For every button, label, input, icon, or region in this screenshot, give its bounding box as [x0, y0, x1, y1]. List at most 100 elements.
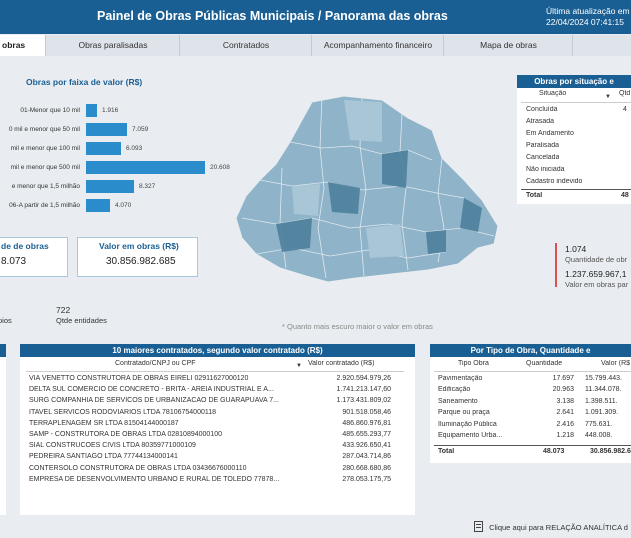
municipios-label: pios: [0, 316, 12, 325]
situacao-qtd-header[interactable]: Qtd: [619, 90, 631, 97]
tipo-obra-valor: 775.631.: [585, 420, 613, 428]
divider: [434, 445, 631, 446]
kpi-qtd-obras: de de obras 8.073: [0, 237, 68, 277]
contratado-value: 2.920.594.979,26: [336, 375, 392, 382]
tab-bar: obras Obras paralisadas Contratados Acom…: [0, 35, 631, 56]
entidades-label: Qtde entidades: [56, 316, 107, 325]
contratado-value: 287.043.714,86: [342, 453, 391, 461]
divider: [521, 102, 631, 103]
contratados-name-header[interactable]: Contratado/CNPJ ou CPF: [115, 360, 196, 367]
report-icon: [474, 521, 483, 532]
relacao-analitica-link[interactable]: Clique aqui para RELAÇÃO ANALÍTICA d: [474, 521, 628, 532]
contratado-name[interactable]: CONTERSOLO CONSTRUTORA DE OBRAS LTDA 034…: [29, 464, 247, 472]
tipo-obra-qtd: 2.416: [556, 420, 574, 428]
situacao-row-label[interactable]: Atrasada: [526, 118, 555, 125]
faixa-category-label: 06-A partir de 1,5 milhão: [9, 202, 80, 209]
parana-map[interactable]: [232, 88, 504, 288]
faixa-category-label: mil e menor que 500 mil: [10, 164, 80, 171]
tipo-qtd-header[interactable]: Quantidade: [526, 360, 563, 367]
relacao-analitica-text: Clique aqui para RELAÇÃO ANALÍTICA d: [489, 523, 628, 532]
situacao-row-label[interactable]: Concluída: [526, 106, 558, 113]
contratado-name[interactable]: SAMP - CONSTRUTORA DE OBRAS LTDA 0281089…: [29, 431, 222, 438]
partial-table: [0, 357, 6, 515]
faixa-valor-title: Obras por faixa de valor (R$): [26, 77, 143, 87]
situacao-row-label[interactable]: Cadastro indevido: [526, 178, 583, 185]
contratado-value: 433.926.650,41: [342, 442, 391, 450]
situacao-total-label: Total: [526, 192, 543, 199]
sort-down-icon[interactable]: ▼: [605, 94, 611, 100]
contratado-name[interactable]: EMPRESA DE DESENVOLVIMENTO URBANO E RURA…: [29, 475, 280, 483]
situacao-col-header[interactable]: Situação: [539, 90, 567, 97]
tab-acompanhamento-financeiro[interactable]: Acompanhamento financeiro: [313, 35, 444, 56]
faixa-bar[interactable]: [86, 161, 205, 174]
tipo-obra-name[interactable]: Equipamento Urba...: [438, 432, 503, 439]
tipo-obra-qtd: 1.218: [556, 432, 574, 439]
situacao-row-label[interactable]: Cancelada: [526, 154, 560, 161]
contratado-value: 1.741.213.147,60: [336, 386, 392, 394]
divider: [26, 371, 404, 372]
tipo-obra-title: Por Tipo de Obra, Quantidade e: [430, 344, 631, 357]
tipo-total-label: Total: [438, 448, 455, 455]
tab-obras-paralisadas[interactable]: Obras paralisadas: [47, 35, 180, 56]
contratado-name[interactable]: DELTA SUL COMERCIO DE CONCRETO - BRITA -…: [29, 386, 274, 394]
situacao-title: Obras por situação e: [517, 75, 631, 88]
last-update-value: 22/04/2024 07:41:15: [546, 17, 624, 27]
contratado-name[interactable]: ITAVEL SERVICOS RODOVIARIOS LTDA 7810675…: [29, 408, 217, 416]
divider: [434, 371, 631, 372]
partial-table-header: [0, 344, 6, 357]
situacao-row-label[interactable]: Em Andamento: [526, 130, 574, 137]
contratados-value-header[interactable]: Valor contratado (R$): [308, 360, 375, 367]
contratado-name[interactable]: TERRAPLENAGEM SR LTDA 81504144000187: [29, 419, 179, 427]
tipo-obra-qtd: 17.697: [552, 375, 574, 382]
side-kpi-l1: Quantidade de obr: [565, 255, 628, 264]
app-header: Painel de Obras Públicas Municipais / Pa…: [0, 0, 631, 34]
side-kpi-accent: [555, 243, 557, 287]
tab-contratados[interactable]: Contratados: [181, 35, 312, 56]
faixa-bar[interactable]: [86, 180, 134, 193]
contratado-name[interactable]: PEDREIRA SANTIAGO LTDA 77744134000141: [29, 453, 178, 461]
tipo-obra-name[interactable]: Iluminação Pública: [438, 420, 497, 428]
faixa-bar-value: 6.093: [126, 145, 143, 152]
tab-mapa-de-obras[interactable]: Mapa de obras: [445, 35, 573, 56]
faixa-bar[interactable]: [86, 142, 121, 155]
contratado-value: 278.053.175,75: [342, 475, 391, 483]
side-kpi-v1: 1.074: [565, 244, 587, 254]
tipo-valor-header[interactable]: Valor (R$: [601, 360, 631, 367]
faixa-bar[interactable]: [86, 104, 97, 117]
divider: [521, 189, 631, 190]
kpi-qtd-label: de de obras: [1, 241, 49, 251]
faixa-bar-value: 8.327: [139, 183, 156, 190]
tipo-total-qtd: 48.073: [543, 448, 565, 455]
faixa-bar-value: 4.070: [115, 202, 132, 209]
contratado-name[interactable]: SIAL CONSTRUCOES CIVIS LTDA 803597710001…: [29, 442, 196, 450]
faixa-bar-value: 7.059: [132, 126, 149, 133]
kpi-valor-obras: Valor em obras (R$) 30.856.982.685: [77, 237, 198, 277]
contratado-value: 901.518.058,46: [342, 408, 391, 416]
tab-obras[interactable]: obras: [0, 35, 46, 56]
faixa-bar[interactable]: [86, 123, 127, 136]
tipo-obra-name[interactable]: Parque ou praça: [438, 409, 490, 417]
contratado-name[interactable]: SURG COMPANHIA DE SERVICOS DE URBANIZACA…: [29, 397, 279, 405]
contratados-title: 10 maiores contratados, segundo valor co…: [20, 344, 415, 357]
tipo-obra-name[interactable]: Saneamento: [438, 397, 478, 405]
situacao-row-label[interactable]: Não iniciada: [526, 166, 565, 173]
side-kpi-l2: Valor em obras par: [565, 280, 629, 289]
faixa-category-label: 0 mil e menor que 50 mil: [8, 126, 80, 133]
situacao-total-value: 48: [621, 192, 629, 199]
tipo-obra-valor: 15.799.443.: [585, 375, 622, 382]
contratado-name[interactable]: VIA VENETTO CONSTRUTORA DE OBRAS EIRELI …: [29, 375, 249, 382]
tipo-total-valor: 30.856.982.6: [590, 448, 631, 455]
faixa-category-label: 01-Menor que 10 mil: [20, 107, 80, 114]
tipo-obra-col-header[interactable]: Tipo Obra: [458, 360, 489, 367]
tipo-obra-valor: 11.344.078.: [585, 386, 622, 394]
situacao-row-label[interactable]: Paralisada: [526, 142, 560, 149]
faixa-category-label: e menor que 1,5 milhão: [11, 183, 80, 190]
tipo-obra-valor: 1.091.309.: [585, 409, 619, 417]
tipo-obra-table: Tipo Obra Quantidade Valor (R$ Pavimenta…: [430, 357, 631, 463]
kpi-valor-value: 30.856.982.685: [106, 256, 176, 267]
contratado-value: 486.860.976,81: [342, 419, 391, 427]
tipo-obra-name[interactable]: Edificação: [438, 386, 471, 394]
tipo-obra-name[interactable]: Pavimentação: [438, 375, 483, 382]
faixa-bar[interactable]: [86, 199, 110, 212]
sort-down-icon[interactable]: ▼: [296, 363, 302, 369]
